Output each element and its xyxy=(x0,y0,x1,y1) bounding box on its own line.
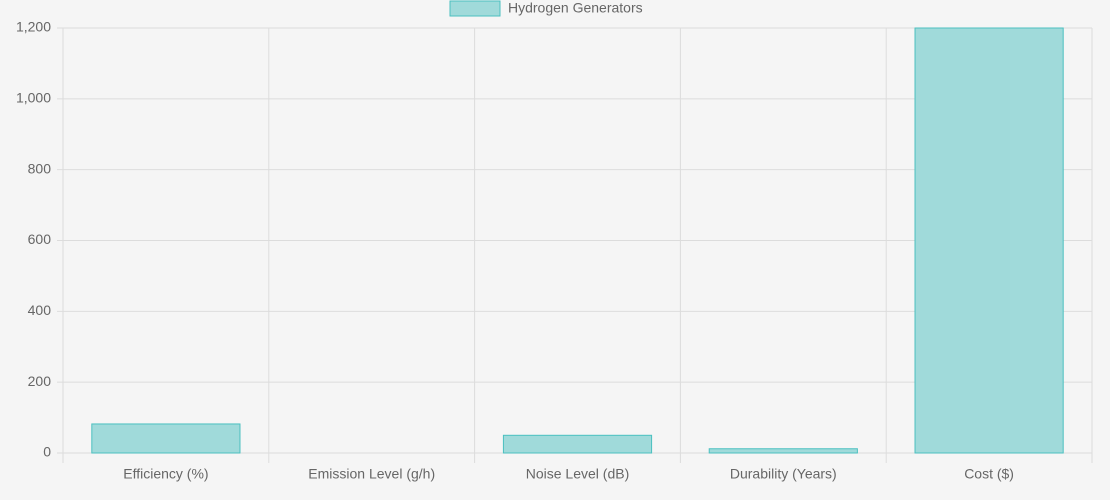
bar xyxy=(502,434,653,454)
x-tick-label: Emission Level (g/h) xyxy=(308,466,435,482)
y-tick-label: 400 xyxy=(28,302,52,318)
x-tick-label: Noise Level (dB) xyxy=(526,466,630,482)
x-tick-label: Efficiency (%) xyxy=(123,466,208,482)
bar xyxy=(708,448,858,454)
legend-label: Hydrogen Generators xyxy=(508,0,643,16)
legend-swatch xyxy=(449,0,501,17)
x-tick-label: Cost ($) xyxy=(964,466,1014,482)
bar xyxy=(91,423,241,454)
y-tick-label: 1,200 xyxy=(16,19,51,35)
y-tick-label: 0 xyxy=(43,444,51,460)
x-tick-label: Durability (Years) xyxy=(730,466,837,482)
y-tick-label: 1,000 xyxy=(16,90,51,106)
y-tick-label: 600 xyxy=(28,231,52,247)
y-tick-label: 800 xyxy=(28,160,52,176)
y-tick-label: 200 xyxy=(28,373,52,389)
bar xyxy=(914,27,1064,454)
